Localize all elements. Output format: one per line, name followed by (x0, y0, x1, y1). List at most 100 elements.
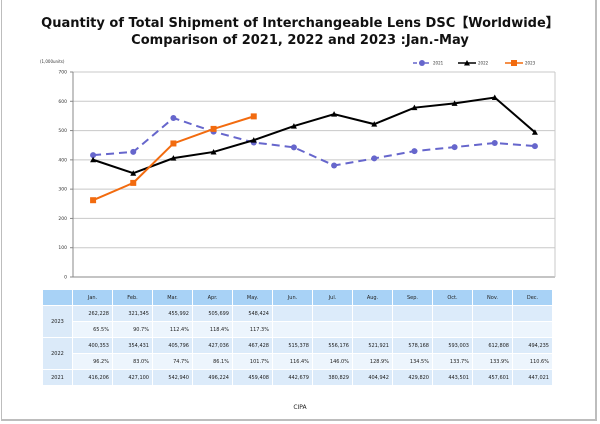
ratio-cell (512, 321, 553, 338)
units-cell (512, 305, 553, 322)
units-cell: 455,992 (152, 305, 193, 322)
ratio-cell: 134.5% (392, 353, 433, 370)
units-cell: 380,829 (312, 369, 353, 386)
units-cell: 578,168 (392, 337, 433, 354)
units-cell: 505,699 (192, 305, 233, 322)
y-tick-label: 600 (58, 99, 67, 105)
table-header-cell: Jul. (312, 289, 353, 306)
table-corner (42, 289, 73, 306)
data-point (210, 148, 217, 155)
data-point (130, 179, 137, 186)
table-row: 2021 416,206 427,100 542,940 496,224 459,408 4… (42, 369, 553, 386)
y-tick-label: 400 (58, 157, 67, 163)
table-row: 65.5% 90.7% 112.4% 118.4% 117.3% (43, 321, 553, 338)
legend-label: 2023 (525, 61, 536, 66)
title-line-1: Quantity of Total Shipment of Interchang… (41, 16, 559, 31)
series-lines (90, 94, 538, 204)
data-point (491, 139, 498, 146)
units-cell: 405,796 (152, 337, 193, 354)
data-point (371, 121, 378, 127)
y-tick-label: 500 (58, 128, 67, 134)
series-2022 (90, 94, 538, 176)
ratio-cell (312, 321, 353, 338)
data-point (419, 60, 425, 66)
ratio-cell: 133.9% (472, 353, 513, 370)
ratio-cell: 118.4% (192, 321, 233, 338)
ratio-cell (392, 321, 433, 338)
data-point (531, 143, 538, 150)
data-point (464, 60, 470, 66)
data-point (411, 104, 418, 111)
table-header-cell: Feb. (112, 289, 153, 306)
units-cell (352, 305, 393, 322)
data-point (90, 156, 97, 163)
ratio-cell: 90.7% (112, 321, 153, 338)
units-cell: 515,378 (272, 337, 313, 354)
data-point (371, 155, 378, 162)
y-tick-label: 300 (58, 187, 67, 193)
legend-item-2021: 2021 (413, 60, 444, 66)
legend-label: 2021 (433, 61, 444, 66)
year-cell: 2021 (42, 369, 73, 386)
ratio-cell: 117.3% (232, 321, 273, 338)
legend-item-2023: 2023 (505, 60, 536, 66)
units-cell: 416,206 (72, 369, 113, 386)
data-point (451, 144, 458, 151)
ratio-cell: 74.7% (152, 353, 193, 370)
units-cell: 321,345 (112, 305, 153, 322)
data-point (250, 113, 257, 120)
units-cell (272, 305, 313, 322)
units-cell: 457,601 (472, 369, 513, 386)
legend: 2021 2022 2023 (413, 60, 536, 66)
units-cell: 447,021 (512, 369, 553, 386)
ratio-cell: 128.9% (352, 353, 393, 370)
ratio-cell (272, 321, 313, 338)
table-row: 96.2% 83.0% 74.7% 86.1% 101.7% 116.4% 146.0% 12… (43, 353, 553, 370)
ratio-cell: 112.4% (152, 321, 193, 338)
ratio-cell: 146.0% (312, 353, 353, 370)
units-cell: 494,235 (512, 337, 553, 354)
units-cell: 443,501 (432, 369, 473, 386)
legend-item-2022: 2022 (458, 60, 489, 66)
ratio-cell: 133.7% (432, 353, 473, 370)
units-cell (392, 305, 433, 322)
ratio-cell: 86.1% (192, 353, 233, 370)
y-tick-label: 200 (58, 216, 67, 222)
table-header-row: Jan. Feb. Mar. Apr. May. Jun. Jul. Aug. Sep. Oct.… (42, 289, 553, 306)
data-point (130, 148, 137, 155)
ratio-cell: 101.7% (232, 353, 273, 370)
units-cell: 556,176 (312, 337, 353, 354)
table-header-cell: Sep. (392, 289, 433, 306)
table-row: 2023 262,228 321,345 455,992 505,699 548,424 (42, 305, 553, 338)
y-tick-label: 0 (64, 275, 67, 281)
ratio-cell: 110.6% (512, 353, 553, 370)
units-cell: 262,228 (72, 305, 113, 322)
series-line-2022 (92, 96, 536, 175)
units-cell: 354,431 (112, 337, 153, 354)
units-cell: 467,428 (232, 337, 273, 354)
y-tick-labels: 0 100 200 300 400 500 600 700 (58, 70, 67, 281)
table-header-cell: Oct. (432, 289, 473, 306)
table-header-cell: May. (232, 289, 273, 306)
legend-label: 2022 (478, 61, 489, 66)
data-point (90, 197, 97, 204)
title-line-2: Comparison of 2021, 2022 and 2023 :Jan.-… (131, 33, 469, 48)
data-point (511, 60, 517, 66)
units-cell: 427,036 (192, 337, 233, 354)
units-cell (472, 305, 513, 322)
table-header-cell: Mar. (152, 289, 193, 306)
units-cell: 429,820 (392, 369, 433, 386)
units-cell: 400,353 (72, 337, 113, 354)
table-header-cell: Jan. (72, 289, 113, 306)
table-header-cell: Aug. (352, 289, 393, 306)
units-cell: 542,940 (152, 369, 193, 386)
data-point (250, 137, 257, 143)
ratio-cell (472, 321, 513, 338)
ratio-cell: 65.5% (72, 321, 113, 338)
data-point (290, 144, 297, 151)
ratio-cell (432, 321, 473, 338)
table-header-cell: Dec. (512, 289, 553, 306)
data-table: Jan. Feb. Mar. Apr. May. Jun. Jul. Aug. Sep. Oct.… (42, 289, 553, 386)
units-cell (432, 305, 473, 322)
data-point (491, 94, 498, 101)
